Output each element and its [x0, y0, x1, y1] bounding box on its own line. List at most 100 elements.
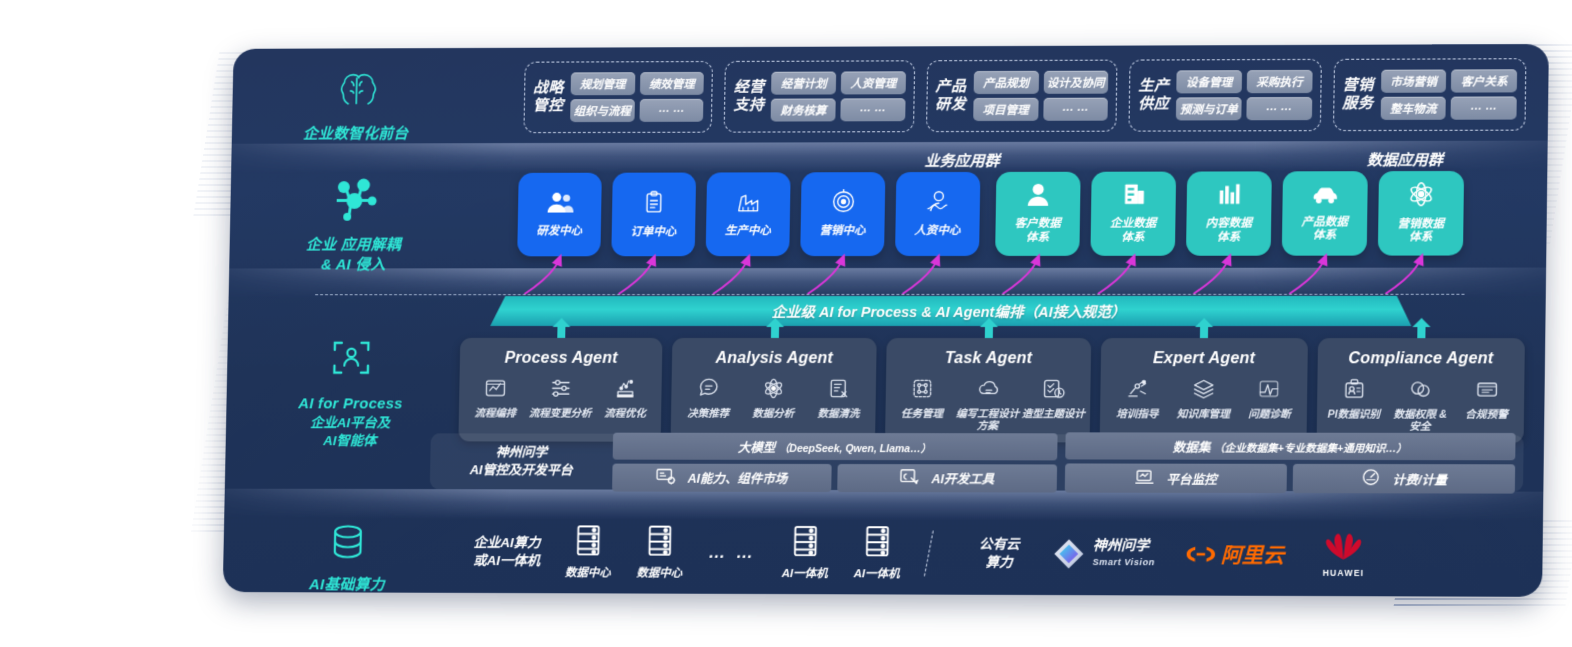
rail-ai-for-process: AI for Process 企业AI平台及 AI智能体	[251, 334, 450, 451]
agent-capability-1[interactable]: 任务管理	[889, 377, 955, 420]
infra-item-4[interactable]: AI一体机	[782, 525, 829, 582]
agent-capability-2[interactable]: 数据分析	[741, 377, 807, 420]
agent-card-4[interactable]: Expert Agent 培训指导 知识库管理 问题诊断	[1099, 317, 1308, 443]
agent-capability-label: 知识库管理	[1176, 408, 1230, 421]
agent-capability-3[interactable]: 数据清洗	[806, 377, 872, 420]
strategy-cell[interactable]: 整车物流	[1380, 96, 1447, 120]
strategy-cell[interactable]: 设计及协同	[1043, 70, 1109, 94]
person-scan-icon	[252, 334, 450, 387]
agent-up-arrow-icon	[978, 317, 1000, 343]
agent-capability-1[interactable]: PI数据识别	[1321, 377, 1388, 421]
platform-monitor-cell[interactable]: 平台监控	[1064, 463, 1287, 494]
data-app-card-4[interactable]: 产品数据 体系	[1281, 171, 1368, 256]
strategy-cell[interactable]: 预测与订单	[1176, 97, 1242, 121]
billing-label: 计费/计量	[1392, 473, 1447, 488]
dev-tools-cell[interactable]: AI开发工具	[836, 463, 1058, 493]
agent-capability-2[interactable]: 数据权限 & 安全	[1387, 377, 1454, 433]
strategy-cell[interactable]: 市场营销	[1380, 69, 1447, 93]
smartvision-logo: 神州问学 Smart Vision	[1051, 537, 1155, 572]
strategy-cell[interactable]: 设备管理	[1176, 70, 1242, 94]
server-icon	[565, 524, 611, 561]
strategy-group-title: 生产 供应	[1137, 77, 1170, 113]
dataset-bar[interactable]: 数据集 （企业数据集+专业数据集+通用知识…）	[1065, 432, 1516, 461]
agent-capability-3[interactable]: 造型主题设计	[1020, 377, 1086, 420]
platform-label-line1: 神州问学	[495, 444, 548, 460]
infra-item-3[interactable]: … …	[708, 542, 756, 564]
strategy-cell[interactable]: 财务核算	[771, 98, 836, 122]
ai-platform-strip: 神州问学 AI管控及开发平台 大模型 （DeepSeek, Qwen, Llam…	[429, 432, 1524, 494]
agent-capability-3[interactable]: 流程优化	[592, 377, 658, 420]
analysis-atom-icon	[741, 377, 807, 403]
business-app-card-label: 生产中心	[724, 224, 771, 237]
data-app-card-label: 产品数据 体系	[1301, 216, 1349, 242]
agent-capability-1[interactable]: 决策推荐	[675, 377, 741, 420]
strategy-cell[interactable]: 产品规划	[973, 70, 1039, 95]
strategy-cell[interactable]: 经营计划	[771, 71, 837, 95]
strategy-group-2[interactable]: 经营 支持 经营计划 人资管理 财务核算… …	[724, 60, 915, 133]
data-app-card-3[interactable]: 内容数据 体系	[1185, 171, 1272, 256]
infra-item-label: AI一体机	[853, 567, 900, 580]
business-app-card-2[interactable]: 订单中心	[611, 172, 697, 257]
infra-item-1[interactable]: 数据中心	[565, 524, 612, 581]
infra-item-2[interactable]: 数据中心	[636, 524, 683, 581]
agent-capability-2[interactable]: 流程变更分析	[528, 377, 594, 420]
agent-card-3[interactable]: Task Agent 任务管理 编写工程设计方案 造型主题设计	[884, 317, 1092, 443]
platform-monitor-label: 平台监控	[1166, 472, 1217, 487]
strategy-cell[interactable]: … …	[840, 98, 906, 122]
rail-label: AI for Process	[298, 395, 403, 413]
business-app-card-3[interactable]: 生产中心	[705, 172, 791, 257]
business-apps-row: 研发中心 订单中心 生产中心 营销中心 人资中心	[517, 171, 981, 257]
business-app-card-5[interactable]: 人资中心	[895, 171, 981, 257]
business-app-card-4[interactable]: 营销中心	[800, 172, 886, 257]
strategy-cell[interactable]: … …	[639, 98, 704, 122]
business-apps-title: 业务应用群	[924, 152, 1000, 171]
strategy-group-4[interactable]: 生产 供应 设备管理 采购执行 预测与订单… …	[1128, 58, 1322, 132]
rail-label-2: 企业AI平台及	[310, 415, 391, 431]
component-market-label: AI能力、组件市场	[687, 471, 788, 486]
agent-capability-2[interactable]: 知识库管理	[1170, 377, 1237, 421]
large-model-bar[interactable]: 大模型 （DeepSeek, Qwen, Llama…）	[612, 432, 1058, 460]
strategy-cell[interactable]: 采购执行	[1246, 69, 1313, 94]
infra-item-5[interactable]: AI一体机	[853, 525, 900, 582]
rail-label: 企业 应用解耦	[306, 236, 402, 254]
strategy-cell[interactable]: … …	[1246, 97, 1312, 121]
strategy-cell[interactable]: 项目管理	[973, 97, 1039, 122]
data-app-card-2[interactable]: 企业数据 体系	[1090, 171, 1177, 256]
component-market-icon	[656, 467, 676, 487]
component-market-cell[interactable]: AI能力、组件市场	[612, 463, 832, 492]
agent-capability-label: 数据权限 & 安全	[1393, 408, 1447, 434]
decision-icon	[676, 377, 742, 403]
business-app-card-1[interactable]: 研发中心	[517, 172, 602, 257]
agent-capability-1[interactable]: 培训指导	[1104, 377, 1171, 420]
strategy-cell[interactable]: 客户关系	[1451, 69, 1518, 93]
dataset-sub: （企业数据集+专业数据集+通用知识…）	[1213, 442, 1408, 456]
data-app-card-5[interactable]: 营销数据 体系	[1377, 170, 1465, 256]
data-app-card-1[interactable]: 客户数据 体系	[995, 171, 1081, 256]
agent-capability-3[interactable]: 合规预警	[1453, 377, 1520, 421]
agent-capability-3[interactable]: 问题诊断	[1236, 377, 1303, 421]
billing-cell[interactable]: 计费/计量	[1292, 463, 1516, 494]
strategy-cell[interactable]: … …	[1042, 97, 1109, 121]
strategy-group-title: 战略 管控	[532, 79, 564, 115]
ai-orchestration-banner: 企业级 AI for Process & AI Agent编排（AI接入规范）	[490, 296, 1412, 326]
agent-capability-2[interactable]: 编写工程设计方案	[955, 377, 1022, 432]
strategy-cell[interactable]: … …	[1450, 96, 1517, 120]
strategy-cell[interactable]: 绩效管理	[639, 71, 705, 96]
agent-card-1[interactable]: Process Agent 流程编排 流程变更分析 流程优化	[458, 318, 663, 442]
business-app-card-label: 订单中心	[630, 225, 677, 238]
strategy-group-1[interactable]: 战略 管控 规划管理 绩效管理 组织与流程… …	[523, 61, 714, 134]
strategy-group-5[interactable]: 营销 服务 市场营销 客户关系 整车物流… …	[1332, 58, 1527, 132]
agent-capability-1[interactable]: 流程编排	[463, 377, 529, 420]
platform-label-line2: AI管控及开发平台	[469, 462, 573, 478]
strategy-cell[interactable]: 规划管理	[570, 72, 636, 96]
aliyun-mark	[1186, 546, 1215, 562]
strategy-group-3[interactable]: 产品 研发 产品规划 设计及协同 项目管理… …	[925, 59, 1118, 133]
smartvision-name: 神州问学	[1092, 537, 1150, 554]
dataset-main: 数据集	[1172, 440, 1211, 455]
ellipsis-icon: … …	[708, 542, 757, 562]
infra-item-label: 数据中心	[636, 567, 683, 580]
strategy-cell[interactable]: 人资管理	[840, 71, 906, 95]
agent-card-5[interactable]: Compliance Agent PI数据识别 数据权限 & 安全 合规预警	[1316, 317, 1525, 444]
strategy-cell[interactable]: 组织与流程	[570, 99, 635, 123]
agent-card-2[interactable]: Analysis Agent 决策推荐 数据分析 数据清洗	[670, 318, 877, 443]
